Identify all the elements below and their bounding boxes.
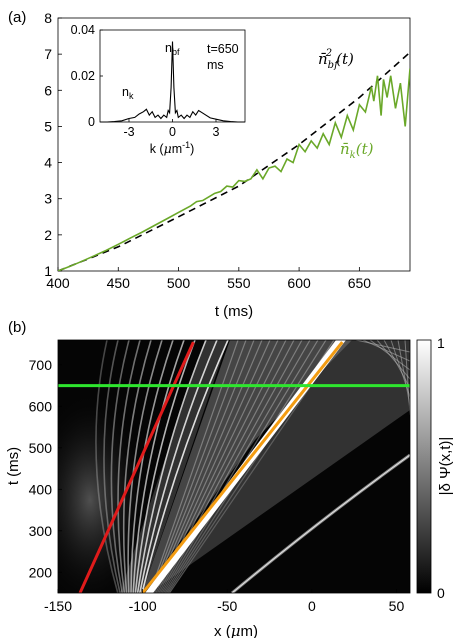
panel-a-ytick-label: 7 bbox=[44, 46, 52, 62]
panel-b-xlabel: x (μm) bbox=[214, 622, 258, 638]
orange-reference-line bbox=[141, 341, 344, 593]
inset-label-nk: nk bbox=[122, 85, 134, 101]
panel-b-ytick-label: 200 bbox=[29, 564, 53, 580]
panel-a-ytick-label: 8 bbox=[44, 10, 52, 26]
colorbar-label: |δ Ψ(x,t)| bbox=[437, 437, 454, 496]
panel-b-ytick-label: 300 bbox=[29, 523, 53, 539]
inset-xtick-label: 3 bbox=[213, 125, 220, 139]
panel-b-xtick-label: -150 bbox=[44, 598, 72, 614]
inset-xtick-label: -3 bbox=[123, 125, 134, 139]
panel-a-xtick-label: 550 bbox=[227, 275, 251, 291]
panel-b-x-ticks: -150 -100 -50 0 50 bbox=[44, 589, 404, 614]
colorbar-min-label: 0 bbox=[437, 585, 445, 601]
panel-a-ytick-label: 6 bbox=[44, 82, 52, 98]
inset-xlabel: k (μm-1) bbox=[150, 140, 195, 156]
inset-ytick-label: 0.04 bbox=[71, 23, 95, 37]
panel-a-xtick-label: 400 bbox=[46, 275, 70, 291]
panel-a-x-ticks: 400 450 500 550 600 650 bbox=[46, 267, 371, 291]
panel-a-ytick-label: 5 bbox=[44, 118, 52, 134]
panel-b-ytick-label: 500 bbox=[29, 440, 53, 456]
panel-a-y-ticks: 1 2 3 4 5 6 7 8 bbox=[44, 10, 62, 279]
panel-b-ytick-label: 400 bbox=[29, 481, 53, 497]
panel-b-xtick-label: 0 bbox=[308, 598, 316, 614]
inset-y-ticks: 0 0.02 0.04 bbox=[71, 23, 103, 129]
panel-b-ytick-label: 700 bbox=[29, 357, 53, 373]
panel-a-label: (a) bbox=[8, 9, 26, 26]
panel-a-axes-box bbox=[57, 17, 411, 272]
panel-b-label: (b) bbox=[8, 319, 26, 336]
inset-label-nbf: nbf bbox=[165, 41, 180, 57]
annotation-nk-t: n̄k(t) bbox=[340, 140, 374, 161]
panel-b-xtick-label: -50 bbox=[217, 598, 237, 614]
panel-a-xtick-label: 650 bbox=[348, 275, 372, 291]
inset-spectrum-line bbox=[100, 41, 245, 123]
panel-a-ytick-label: 4 bbox=[44, 155, 52, 171]
panel-a-xtick-label: 600 bbox=[287, 275, 311, 291]
panel-a-xtick-label: 500 bbox=[167, 275, 191, 291]
panel-a-ytick-label: 2 bbox=[44, 227, 52, 243]
series-nk-green bbox=[58, 68, 410, 271]
panel-b-ylabel: t (ms) bbox=[5, 447, 22, 485]
inset-ytick-label: 0.02 bbox=[71, 69, 95, 83]
annotation-nbf2-t: n̄bf2 (t) bbox=[318, 48, 354, 71]
heatmap-image bbox=[58, 340, 410, 593]
red-reference-line bbox=[78, 341, 195, 593]
panel-b-ytick-label: 600 bbox=[29, 398, 53, 414]
colorbar bbox=[416, 339, 432, 594]
inset-label-time-1: t=650 bbox=[207, 42, 239, 56]
panel-b-axes-box bbox=[57, 339, 411, 594]
panel-b-xtick-label: -100 bbox=[129, 598, 157, 614]
panel-a-ytick-label: 3 bbox=[44, 191, 52, 207]
panel-a: (a) 400 450 500 550 600 650 1 2 3 4 5 6 7 8 t (ms) n… bbox=[8, 9, 411, 320]
panel-a-xtick-label: 450 bbox=[107, 275, 131, 291]
inset-label-time-2: ms bbox=[207, 58, 224, 72]
panel-a-ytick-label: 1 bbox=[44, 263, 52, 279]
series-nbf-squared-dashed bbox=[58, 51, 410, 271]
inset-ytick-label: 0 bbox=[88, 115, 95, 129]
panel-b-y-ticks: 200 300 400 500 600 700 bbox=[29, 357, 62, 580]
inset-spectrum: -3 0 3 0 0.02 0.04 nbf nk t=650 ms k (μm-1) bbox=[71, 23, 246, 156]
panel-b-xtick-label: 50 bbox=[389, 598, 405, 614]
inset-xtick-label: 0 bbox=[169, 125, 176, 139]
panel-a-xlabel: t (ms) bbox=[215, 303, 253, 320]
colorbar-max-label: 1 bbox=[437, 335, 445, 351]
